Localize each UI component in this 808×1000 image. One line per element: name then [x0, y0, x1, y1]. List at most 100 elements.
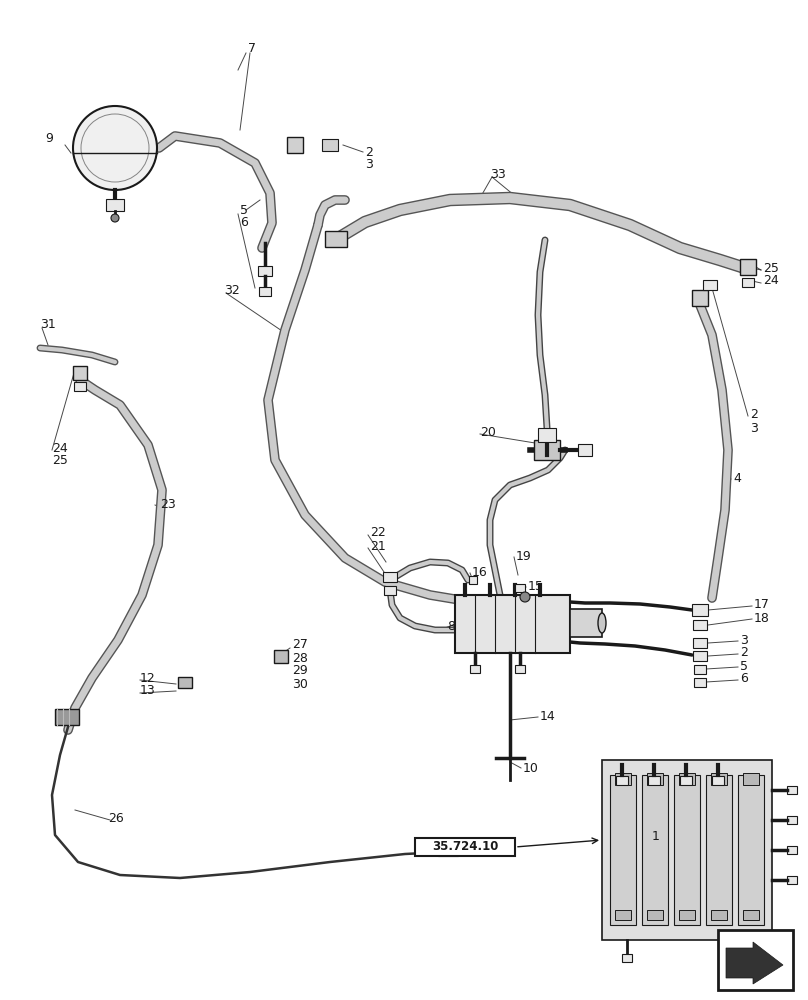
Bar — [743, 910, 759, 920]
Bar — [711, 910, 727, 920]
Text: 19: 19 — [516, 550, 532, 562]
Text: 14: 14 — [540, 710, 556, 722]
Bar — [674, 775, 700, 925]
Bar — [383, 572, 397, 582]
Bar — [274, 650, 288, 663]
Bar — [538, 428, 556, 442]
Bar — [287, 137, 303, 153]
Bar — [680, 776, 692, 784]
Text: 4: 4 — [733, 472, 741, 485]
Bar — [622, 954, 632, 962]
Bar — [602, 760, 772, 940]
Text: 31: 31 — [40, 318, 56, 332]
Bar — [787, 786, 797, 794]
Bar — [570, 609, 602, 637]
Text: 3: 3 — [750, 422, 758, 434]
Text: 2: 2 — [750, 408, 758, 422]
Text: 17: 17 — [754, 598, 770, 611]
Bar — [693, 651, 707, 661]
Bar — [259, 286, 271, 296]
Text: 8: 8 — [447, 620, 455, 634]
Bar — [647, 910, 663, 920]
Bar — [706, 775, 732, 925]
Text: 35.724.10: 35.724.10 — [431, 840, 499, 854]
Bar — [73, 366, 87, 380]
Text: 33: 33 — [490, 168, 506, 182]
Text: 27: 27 — [292, 639, 308, 652]
Text: 13: 13 — [140, 684, 156, 698]
Bar — [648, 776, 660, 784]
Bar — [578, 444, 592, 456]
Bar — [712, 776, 724, 784]
Text: 20: 20 — [480, 426, 496, 438]
Bar — [178, 677, 192, 688]
Bar — [384, 585, 396, 594]
Bar — [470, 665, 480, 673]
Text: 23: 23 — [160, 498, 176, 512]
Bar — [738, 775, 764, 925]
Bar — [742, 277, 754, 286]
Text: 25: 25 — [763, 261, 779, 274]
Bar — [515, 665, 525, 673]
Text: 3: 3 — [365, 158, 372, 172]
Bar — [469, 576, 477, 584]
Bar — [74, 381, 86, 390]
Bar — [692, 604, 708, 616]
Bar — [787, 846, 797, 854]
Bar — [718, 930, 793, 990]
Circle shape — [111, 214, 119, 222]
Bar — [740, 259, 756, 275]
Bar — [787, 816, 797, 824]
Bar — [679, 773, 695, 785]
Bar — [438, 844, 458, 856]
Bar — [615, 910, 631, 920]
Text: 28: 28 — [292, 652, 308, 664]
Text: 2: 2 — [365, 145, 372, 158]
Text: 32: 32 — [224, 284, 240, 296]
Circle shape — [520, 592, 530, 602]
Text: 2: 2 — [740, 647, 748, 660]
Bar — [693, 620, 707, 630]
Bar — [610, 775, 636, 925]
Bar — [534, 440, 560, 460]
Text: 7: 7 — [248, 41, 256, 54]
Bar — [415, 838, 515, 856]
Ellipse shape — [598, 613, 606, 633]
Bar — [711, 773, 727, 785]
Text: 21: 21 — [370, 540, 385, 552]
Polygon shape — [726, 942, 783, 984]
Bar — [455, 595, 570, 653]
Bar — [615, 773, 631, 785]
Text: 5: 5 — [240, 204, 248, 217]
Bar — [55, 709, 79, 725]
Bar — [743, 773, 759, 785]
Text: 9: 9 — [45, 131, 53, 144]
Text: 24: 24 — [52, 442, 68, 454]
Bar — [258, 266, 272, 276]
Text: 26: 26 — [108, 812, 124, 824]
Text: 12: 12 — [140, 672, 156, 684]
Text: 24: 24 — [763, 274, 779, 288]
Text: 18: 18 — [754, 611, 770, 624]
Text: 25: 25 — [52, 454, 68, 468]
Bar — [642, 775, 668, 925]
Text: 10: 10 — [523, 762, 539, 774]
Bar — [787, 876, 797, 884]
Bar — [647, 773, 663, 785]
Bar — [106, 199, 124, 211]
Text: 1: 1 — [652, 830, 660, 842]
Text: 15: 15 — [528, 580, 544, 592]
Bar — [616, 776, 628, 784]
Text: 6: 6 — [240, 217, 248, 230]
Bar — [694, 664, 706, 674]
Bar — [703, 280, 717, 290]
Text: 22: 22 — [370, 526, 385, 540]
Bar — [679, 910, 695, 920]
Text: 30: 30 — [292, 678, 308, 690]
Text: 16: 16 — [472, 566, 488, 578]
Bar — [692, 290, 708, 306]
Circle shape — [73, 106, 157, 190]
Bar — [325, 231, 347, 247]
Bar — [322, 139, 338, 151]
Bar — [515, 584, 525, 592]
